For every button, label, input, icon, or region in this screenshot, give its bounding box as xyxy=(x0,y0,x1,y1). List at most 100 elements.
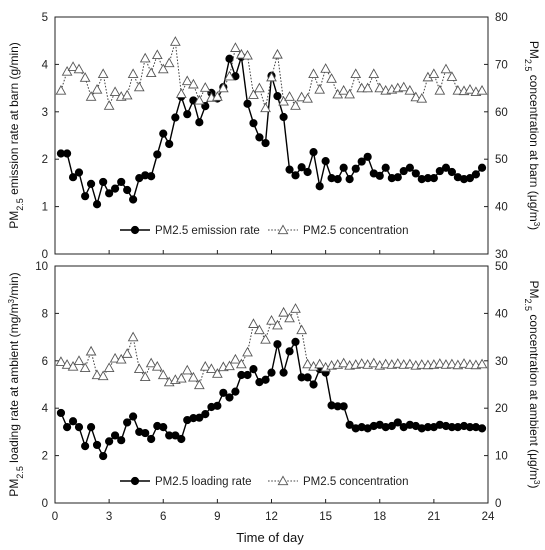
data-point xyxy=(129,412,138,421)
data-point xyxy=(441,163,451,172)
x-tick-label: 3 xyxy=(106,511,112,523)
data-point xyxy=(321,156,330,166)
data-point xyxy=(109,86,121,97)
x-axis-title: Time of day xyxy=(236,530,304,545)
data-point xyxy=(85,345,97,356)
data-point xyxy=(363,152,372,161)
data-point xyxy=(320,63,331,73)
data-point xyxy=(314,83,326,94)
data-point xyxy=(477,163,487,172)
series-dotted xyxy=(55,303,488,390)
data-point xyxy=(193,94,205,105)
legend-label: PM2.5 loading rate xyxy=(155,476,252,488)
data-point xyxy=(67,61,79,71)
data-point xyxy=(249,119,258,128)
data-point xyxy=(284,91,295,101)
data-point xyxy=(230,353,241,364)
data-point xyxy=(127,331,139,342)
data-point xyxy=(81,442,90,451)
data-point xyxy=(147,172,156,181)
right-y-axis-label-text: concentration at ambient (μg/m xyxy=(527,311,541,480)
x-tick-label: 6 xyxy=(160,511,166,523)
data-point xyxy=(272,48,283,59)
data-point xyxy=(267,368,276,377)
data-point xyxy=(91,83,103,94)
data-point xyxy=(446,358,458,369)
data-point xyxy=(380,358,392,369)
data-point xyxy=(338,357,350,368)
right-y-axis-label-pm: PM xyxy=(527,41,541,59)
data-point xyxy=(110,431,120,440)
data-point xyxy=(435,166,444,176)
data-point xyxy=(181,75,193,86)
data-point xyxy=(224,70,235,81)
data-point xyxy=(338,84,350,95)
data-point xyxy=(356,358,368,368)
data-point xyxy=(212,91,223,101)
data-point xyxy=(219,388,228,397)
data-point xyxy=(278,95,289,106)
x-tick-label: 12 xyxy=(265,511,278,523)
data-point xyxy=(243,99,252,108)
data-point xyxy=(339,402,348,411)
legend-label: PM2.5 concentration xyxy=(303,476,408,488)
data-point xyxy=(123,185,132,195)
data-point xyxy=(206,363,217,373)
data-point xyxy=(139,371,151,382)
left-y-axis-label-pm: PM xyxy=(7,479,21,497)
left-y-axis-label-sup: 3 xyxy=(7,298,16,303)
data-point xyxy=(217,82,229,93)
data-point xyxy=(81,192,90,201)
right-y-axis-label-sup: 3 xyxy=(533,480,542,485)
data-point xyxy=(56,408,66,418)
data-point xyxy=(68,173,78,182)
data-point xyxy=(345,175,354,184)
data-point xyxy=(254,324,265,335)
x-tick-label: 24 xyxy=(482,511,495,523)
right-y-axis-label: PM2.5 concentration at barn (μg/m3) xyxy=(523,41,542,230)
data-point xyxy=(434,84,446,95)
data-point xyxy=(85,91,97,101)
data-point xyxy=(163,57,175,68)
left-y-tick-label: 6 xyxy=(42,356,48,368)
data-point xyxy=(99,451,108,461)
right-y-tick-label: 40 xyxy=(495,308,508,320)
data-point xyxy=(291,337,300,346)
data-point xyxy=(236,358,247,369)
data-point xyxy=(145,357,157,368)
data-point xyxy=(452,84,464,95)
data-point xyxy=(254,82,265,93)
left-y-tick-label: 4 xyxy=(42,403,49,415)
right-y-tick-label: 60 xyxy=(495,107,508,119)
left-y-axis-label: PM2.5 emission rate at barn (g/min) xyxy=(7,42,25,229)
data-point xyxy=(61,65,73,76)
data-point xyxy=(68,417,78,426)
data-point xyxy=(399,166,408,176)
data-point xyxy=(103,100,115,110)
data-point xyxy=(308,68,319,79)
data-point xyxy=(339,163,348,172)
series-solid xyxy=(56,337,487,461)
data-point xyxy=(315,182,324,191)
data-point xyxy=(314,358,326,369)
data-point xyxy=(345,420,354,429)
left-y-tick-label: 0 xyxy=(42,249,48,261)
data-point xyxy=(476,358,488,369)
data-point xyxy=(471,170,481,179)
left-y-tick-label: 2 xyxy=(42,451,48,463)
data-point xyxy=(195,118,204,127)
data-point xyxy=(183,110,192,119)
data-point xyxy=(55,356,67,366)
data-point xyxy=(404,358,416,369)
data-point xyxy=(67,360,79,371)
x-tick-label: 15 xyxy=(319,511,332,523)
data-point xyxy=(62,423,72,432)
data-point xyxy=(171,113,180,122)
data-point xyxy=(242,346,253,357)
data-point xyxy=(151,360,163,371)
data-point xyxy=(121,89,133,100)
left-y-tick-label: 3 xyxy=(42,107,48,119)
data-point xyxy=(133,81,145,92)
data-point xyxy=(225,54,234,63)
